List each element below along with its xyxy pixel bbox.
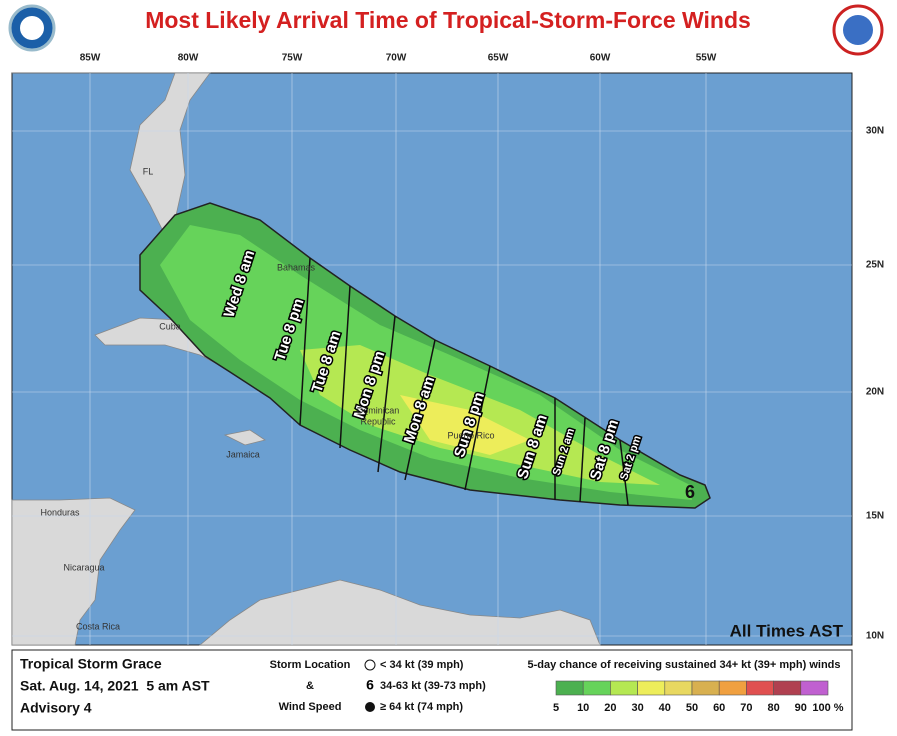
lat-label: 15N <box>866 511 884 522</box>
symbol-hurricane <box>365 702 375 712</box>
lon-label: 70W <box>386 53 407 64</box>
nws-logo-inner <box>843 15 873 45</box>
cone-band-30 <box>400 395 530 455</box>
symbol-ts: 6 <box>366 677 374 693</box>
legend-item: < 34 kt (39 mph) <box>380 659 464 671</box>
legend-heading: Wind Speed <box>279 701 342 713</box>
legend-heading: & <box>306 680 314 692</box>
symbol-weak <box>364 659 376 671</box>
time-line <box>299 257 311 426</box>
lat-label: 10N <box>866 631 884 642</box>
scale-label: 80 <box>767 702 779 714</box>
lon-label: 55W <box>696 53 717 64</box>
legend-item: 34-63 kt (39-73 mph) <box>380 680 486 692</box>
time-line <box>404 339 436 481</box>
scale-label: 20 <box>604 702 616 714</box>
scale-label: 10 <box>577 702 589 714</box>
place-label: Puerto Rico <box>447 430 494 440</box>
scale-swatch <box>800 680 829 696</box>
title: Most Likely Arrival Time of Tropical-Sto… <box>145 7 751 33</box>
time-line <box>377 315 396 473</box>
lat-label: 20N <box>866 387 884 398</box>
scale-label: 5 <box>553 702 559 714</box>
lon-label: 80W <box>178 53 199 64</box>
scale-swatch <box>664 680 693 696</box>
scale-label: 60 <box>713 702 725 714</box>
advisory: Advisory 4 <box>20 700 92 716</box>
storm-symbol: 6 <box>685 482 695 502</box>
place-label: Dominican <box>357 405 400 415</box>
map-note: All Times AST <box>730 621 844 640</box>
place-label: Republic <box>360 416 396 426</box>
scale-swatch <box>637 680 666 696</box>
cone-band-10 <box>160 225 692 500</box>
lat-label: 25N <box>866 260 884 271</box>
scale-label: 70 <box>740 702 752 714</box>
scale-label: 90 <box>795 702 807 714</box>
time-line <box>464 365 491 491</box>
footer: Tropical Storm Grace Sat. Aug. 14, 2021 … <box>11 649 853 731</box>
storm-name: Tropical Storm Grace <box>20 656 162 672</box>
place-label: Jamaica <box>226 449 260 459</box>
lon-label: 65W <box>488 53 509 64</box>
place-label: FL <box>143 166 154 176</box>
lon-label: 85W <box>80 53 101 64</box>
scale-swatch <box>555 680 584 696</box>
scale-swatch <box>582 680 611 696</box>
place-label: Cuba <box>159 321 181 331</box>
scale-label: 50 <box>686 702 698 714</box>
scale-label: 40 <box>659 702 671 714</box>
scale-swatch <box>718 680 747 696</box>
place-label: Nicaragua <box>63 562 104 572</box>
lon-label: 75W <box>282 53 303 64</box>
place-label: Honduras <box>40 507 80 517</box>
scale-title: 5-day chance of receiving sustained 34+ … <box>528 659 841 671</box>
time-line <box>579 417 586 503</box>
issued: Sat. Aug. 14, 2021 5 am AST <box>20 678 210 694</box>
land-jamaica <box>223 429 266 446</box>
time-line <box>619 439 629 506</box>
scale-swatch <box>773 680 802 696</box>
scale-label: 100 % <box>812 702 843 714</box>
lon-label: 60W <box>590 53 611 64</box>
land-central-america <box>11 497 136 646</box>
noaa-logo-inner <box>20 16 44 40</box>
scale-swatch <box>691 680 720 696</box>
place-label: Bahamas <box>277 262 316 272</box>
time-line <box>339 285 351 449</box>
legend-item: ≥ 64 kt (74 mph) <box>380 701 463 713</box>
place-label: Costa Rica <box>76 621 120 631</box>
scale-swatch <box>610 680 638 696</box>
lat-label: 30N <box>866 126 884 137</box>
scale-swatch <box>746 680 774 696</box>
scale-label: 30 <box>631 702 643 714</box>
legend-heading: Storm Location <box>270 659 351 671</box>
land-south-america <box>198 579 601 646</box>
